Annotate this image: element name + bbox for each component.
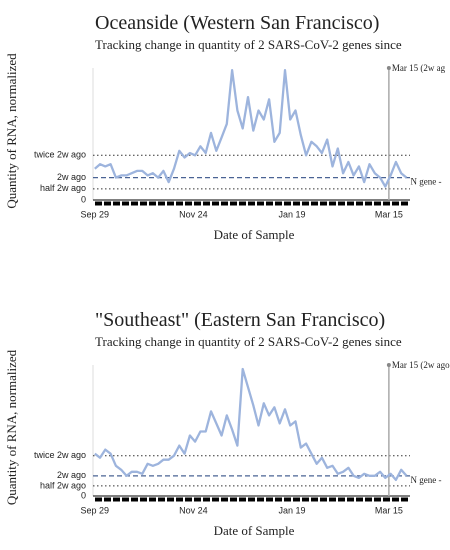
- y-tick-label: 0: [81, 490, 86, 500]
- x-tick-label: Sep 29: [80, 209, 109, 219]
- x-tick-label: Jan 19: [278, 209, 305, 219]
- x-tick-label: Mar 15: [375, 209, 403, 219]
- chart-subtitle: Tracking change in quantity of 2 SARS-Co…: [95, 334, 402, 349]
- x-tick-label: Mar 15: [375, 505, 403, 515]
- x-tick-label: Nov 24: [179, 505, 208, 515]
- x-axis-label: Date of Sample: [214, 523, 295, 538]
- x-tick-label: Jan 19: [278, 505, 305, 515]
- y-axis-label: Quantity of RNA, normalized: [4, 349, 19, 505]
- annotation: Mar 15 (2w ag: [392, 63, 446, 73]
- x-tick-label: Sep 29: [80, 505, 109, 515]
- annotation: Mar 15 (2w ago: [392, 360, 450, 370]
- chart-subtitle: Tracking change in quantity of 2 SARS-Co…: [95, 37, 402, 52]
- y-tick-label: half 2w ago: [40, 183, 86, 193]
- y-tick-label: 0: [81, 194, 86, 204]
- x-axis-label: Date of Sample: [214, 227, 295, 242]
- y-tick-label: 2w ago: [57, 470, 86, 480]
- annotation-dot: [386, 66, 391, 70]
- y-axis-label: Quantity of RNA, normalized: [4, 53, 19, 209]
- y-tick-label: twice 2w ago: [34, 450, 86, 460]
- series-line: [94, 69, 408, 188]
- annotation-dot: [386, 363, 391, 367]
- y-tick-label: 2w ago: [57, 172, 86, 182]
- chart-title: Oceanside (Western San Francisco): [95, 12, 379, 34]
- series-label: N gene -: [410, 177, 441, 187]
- y-tick-label: twice 2w ago: [34, 150, 86, 160]
- series-line: [94, 367, 408, 482]
- y-tick-label: half 2w ago: [40, 480, 86, 490]
- series-label: N gene -: [410, 475, 441, 485]
- x-tick-label: Nov 24: [179, 209, 208, 219]
- chart-title: "Southeast" (Eastern San Francisco): [95, 309, 385, 331]
